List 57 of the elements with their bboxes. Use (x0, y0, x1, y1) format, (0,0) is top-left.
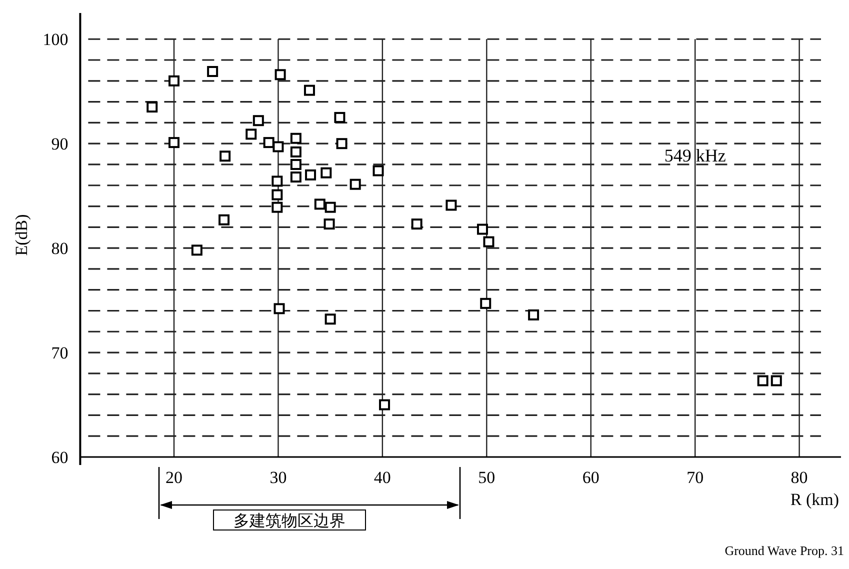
point (305, 169, 316, 180)
point (290, 158, 302, 170)
point (379, 399, 390, 410)
point (324, 202, 336, 213)
point (304, 84, 315, 96)
point (218, 214, 230, 226)
point (274, 69, 286, 80)
point (191, 244, 202, 256)
point (272, 141, 284, 152)
point (272, 176, 283, 187)
point (372, 165, 384, 176)
point (272, 189, 283, 200)
x-tick-label: 30 (270, 468, 287, 487)
point (483, 236, 494, 248)
point (168, 75, 180, 86)
x-tick-label: 80 (790, 468, 808, 487)
point (446, 200, 457, 211)
text: Ground Wave Prop. 31 (724, 543, 844, 558)
x-tick-label: 50 (478, 468, 496, 487)
point (146, 102, 158, 113)
y-tick-label: 90 (51, 134, 68, 154)
point (168, 137, 180, 148)
point (757, 375, 768, 386)
x-tick-label: 40 (374, 468, 391, 487)
point (324, 218, 335, 230)
y-tick-label: 80 (51, 239, 68, 258)
y-tick-label: 60 (51, 448, 68, 467)
point (770, 375, 782, 386)
point (272, 202, 283, 213)
text: 多建筑物区边界 (234, 512, 346, 530)
point (274, 303, 285, 314)
point (476, 224, 488, 235)
point (246, 128, 257, 140)
annotation: 549 kHz (664, 145, 726, 166)
point (314, 198, 326, 210)
x-tick-label: 20 (165, 468, 182, 487)
x-tick-label: 60 (582, 468, 600, 487)
point (528, 309, 540, 320)
point (263, 137, 274, 148)
y-tick-label: 100 (42, 30, 68, 50)
x-axis-title: R (km) (790, 490, 839, 509)
point (252, 115, 264, 126)
point (290, 172, 302, 183)
point (411, 218, 422, 230)
y-axis-title: E(dB) (12, 214, 31, 256)
point (336, 138, 348, 150)
point (324, 314, 336, 325)
point (350, 178, 361, 190)
point (220, 150, 231, 162)
x-tick-label: 70 (686, 468, 704, 487)
y-tick-label: 70 (51, 344, 68, 363)
point (290, 132, 302, 144)
point (320, 167, 332, 178)
point (207, 66, 218, 78)
point (290, 146, 302, 158)
point (480, 298, 492, 309)
point (334, 112, 346, 123)
